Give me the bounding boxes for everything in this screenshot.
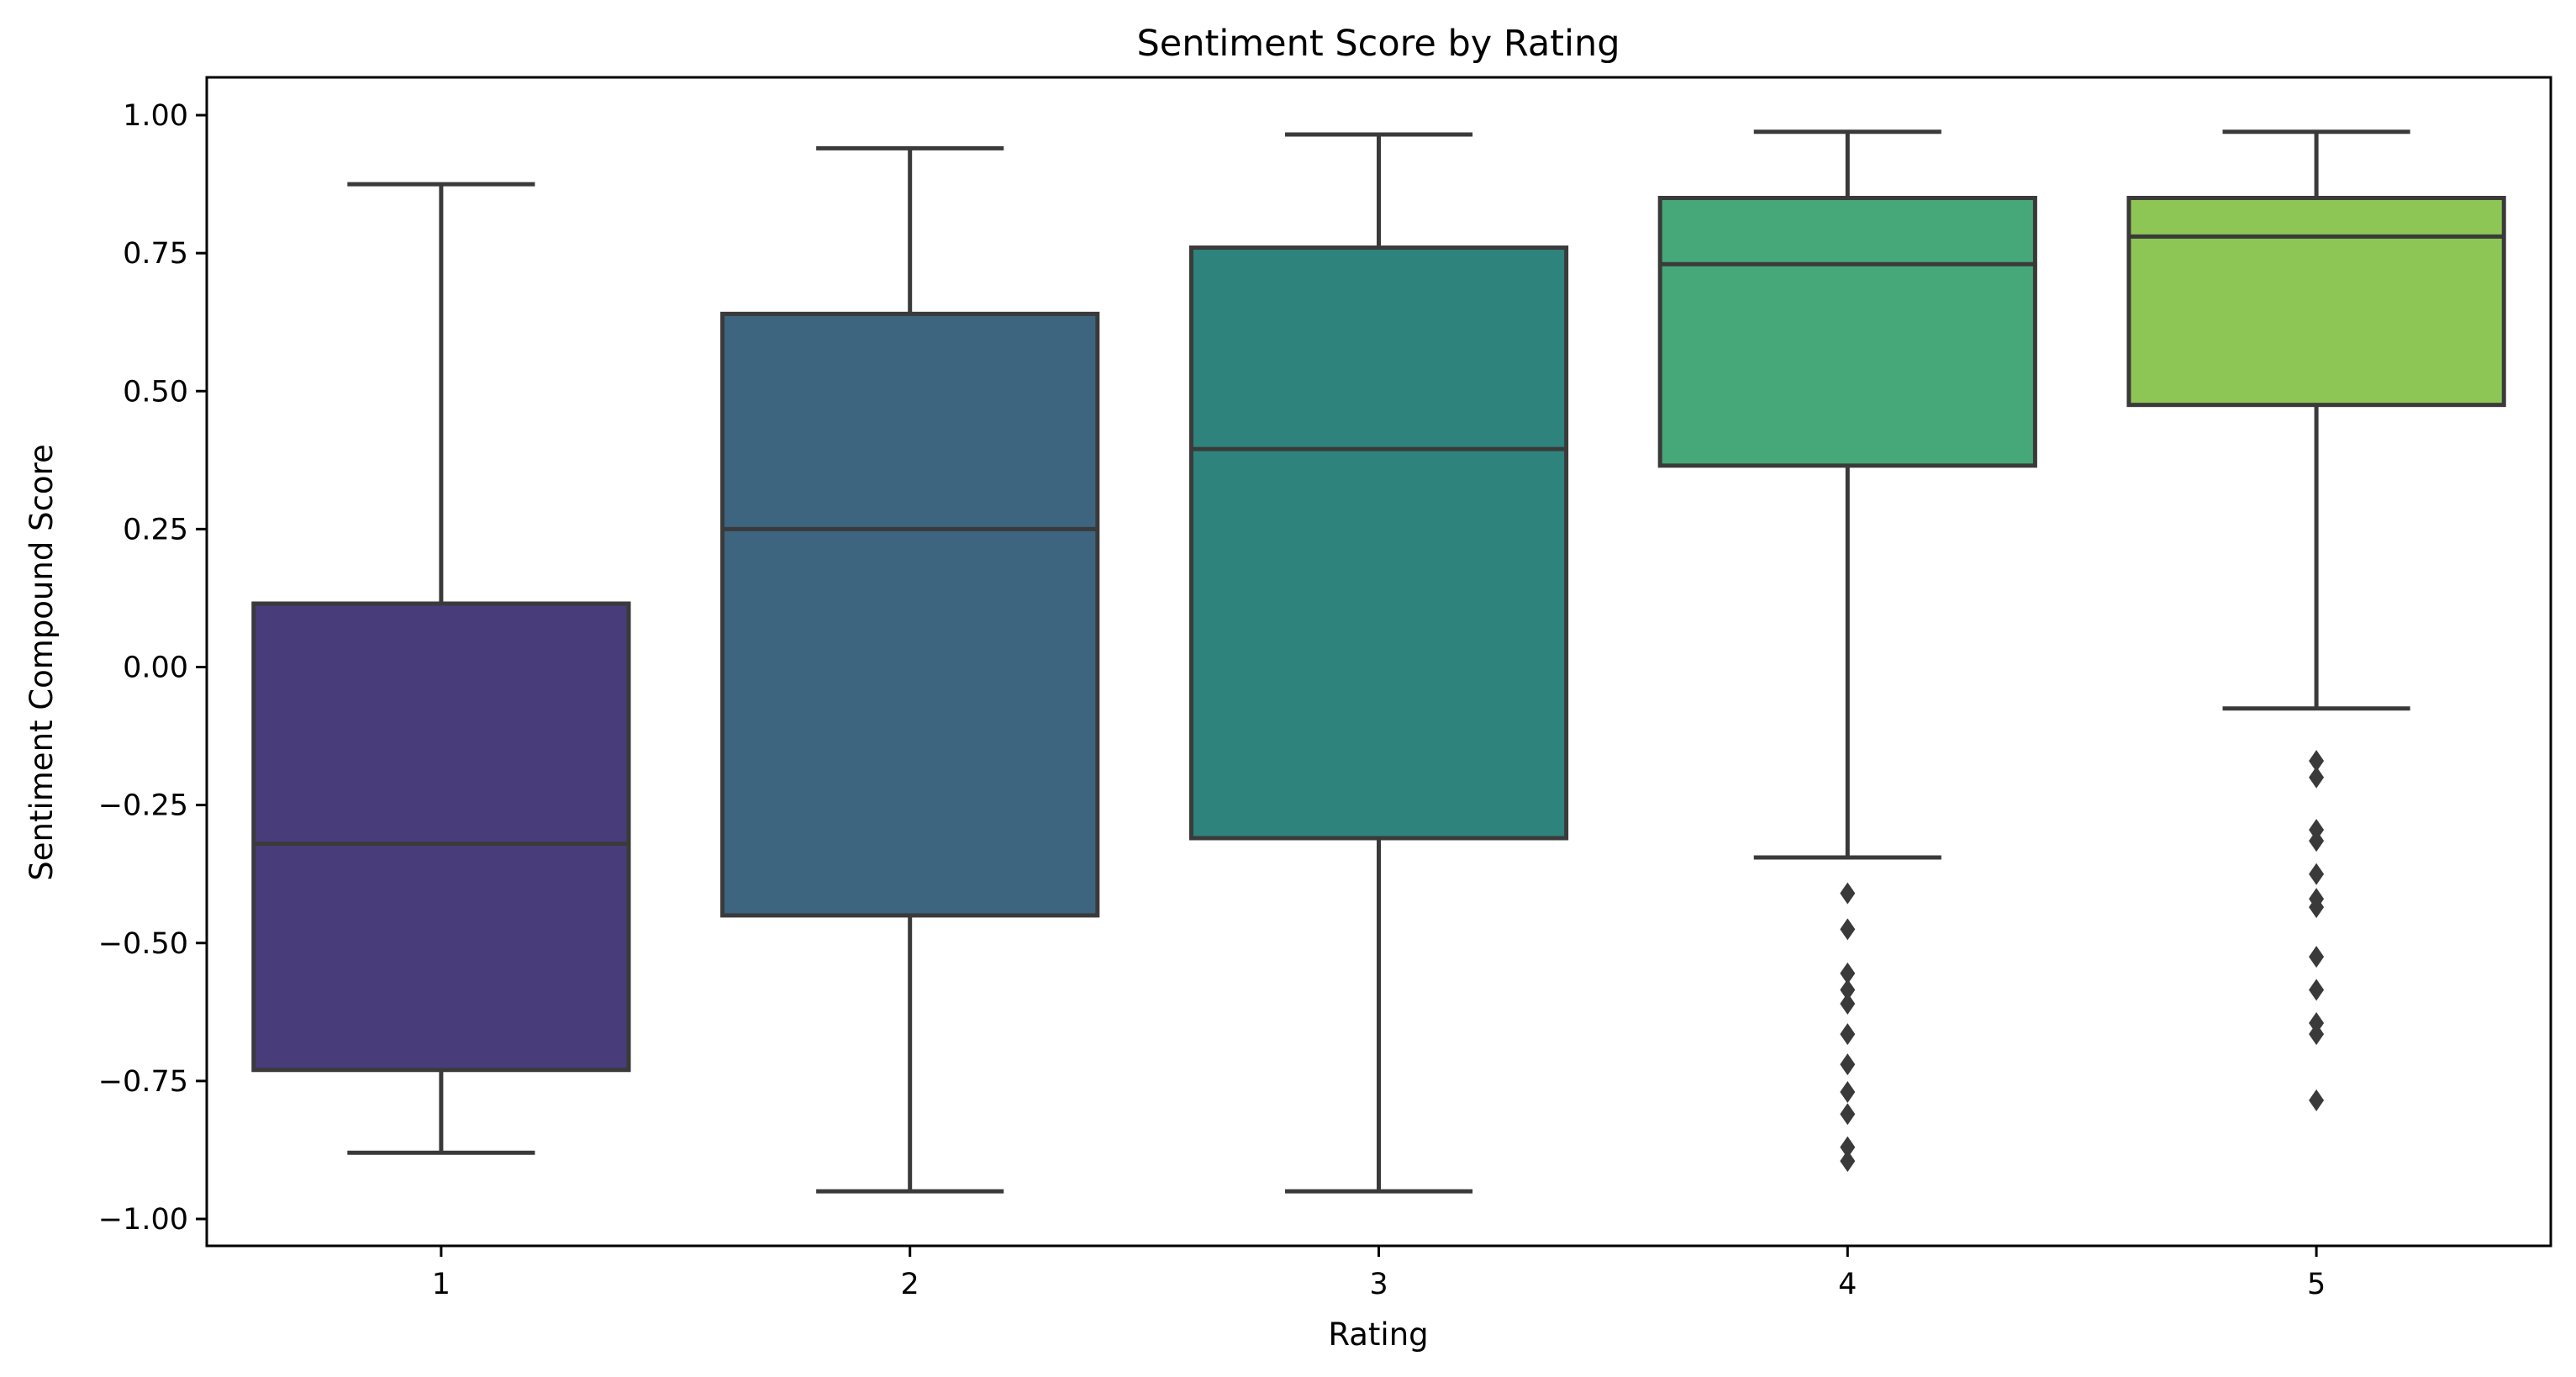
iqr-box xyxy=(251,601,631,1073)
outlier-point xyxy=(1840,1150,1856,1173)
outlier-point xyxy=(2309,863,2325,885)
y-tick-label: 0.50 xyxy=(123,375,188,409)
outlier-point xyxy=(2309,750,2325,773)
outlier-point xyxy=(1840,962,1856,984)
outlier-point xyxy=(1840,918,1856,941)
iqr-box xyxy=(720,311,1100,918)
plot-frame xyxy=(205,76,2552,1248)
y-tick-label: −1.00 xyxy=(98,1203,188,1237)
box-group-rating-2 xyxy=(720,145,1100,1194)
outlier-point xyxy=(1840,979,1856,1001)
y-tick-label: 0.25 xyxy=(123,513,188,546)
outlier-point xyxy=(1840,1053,1856,1076)
outlier-point xyxy=(2309,896,2325,919)
x-tick-label: 5 xyxy=(2307,1268,2326,1301)
outlier-point xyxy=(2309,830,2325,852)
outlier-point xyxy=(2309,1011,2325,1034)
boxes-layer xyxy=(251,129,2506,1194)
outlier-point xyxy=(1840,1023,1856,1046)
y-tick-label: 0.75 xyxy=(123,237,188,271)
y-tick-label: −0.50 xyxy=(98,927,188,961)
outlier-point xyxy=(2309,1023,2325,1046)
outlier-point xyxy=(1840,1081,1856,1104)
x-axis-label: Rating xyxy=(1328,1316,1428,1353)
chart-title: Sentiment Score by Rating xyxy=(1136,23,1620,65)
iqr-box xyxy=(1188,245,1569,841)
outlier-point xyxy=(1840,882,1856,905)
outlier-point xyxy=(1840,1136,1856,1158)
outlier-point xyxy=(2309,819,2325,842)
x-tick-label: 4 xyxy=(1838,1268,1857,1301)
outlier-point xyxy=(1840,992,1856,1015)
outlier-point xyxy=(1840,1103,1856,1126)
x-axis: 1 2 3 4 5 xyxy=(432,1246,2326,1301)
box-group-rating-4 xyxy=(1657,129,2037,1173)
box-group-rating-5 xyxy=(2126,129,2506,1111)
x-tick-label: 1 xyxy=(432,1268,450,1301)
outlier-point xyxy=(2309,946,2325,968)
y-axis-label: Sentiment Compound Score xyxy=(24,444,60,880)
x-tick-label: 3 xyxy=(1369,1268,1388,1301)
y-tick-label: 1.00 xyxy=(123,99,188,133)
iqr-box xyxy=(2126,195,2506,408)
y-axis: 1.00 0.75 0.50 0.25 0.00 −0.25 −0.50 −0.75 −1.00 xyxy=(98,99,207,1237)
x-tick-label: 2 xyxy=(901,1268,919,1301)
y-tick-label: −0.25 xyxy=(98,789,188,823)
box-group-rating-3 xyxy=(1188,132,1569,1194)
box-group-rating-1 xyxy=(251,182,631,1155)
y-tick-label: −0.75 xyxy=(98,1065,188,1099)
outlier-point xyxy=(2309,766,2325,789)
outlier-point xyxy=(2309,979,2325,1001)
y-tick-label: 0.00 xyxy=(123,652,188,685)
outlier-point xyxy=(2309,1089,2325,1111)
iqr-box xyxy=(1657,195,2037,468)
